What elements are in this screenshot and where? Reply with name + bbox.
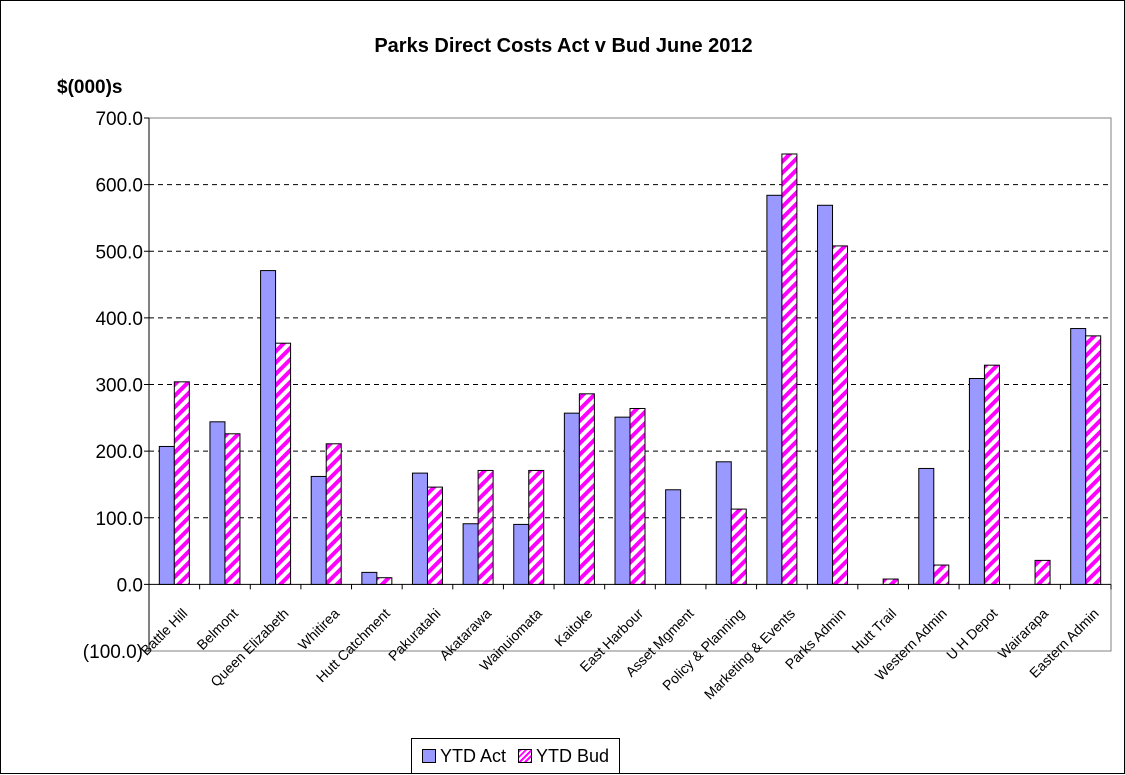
x-tick-label: U H Depot <box>943 605 1001 663</box>
legend-swatch-ytd-act <box>422 749 436 763</box>
bar-ytd-act <box>715 461 732 585</box>
legend-swatch-ytd-bud <box>518 749 533 763</box>
bar-ytd-act <box>158 445 175 585</box>
y-tick-label: (100.0) <box>83 642 143 663</box>
bar-ytd-act <box>411 472 428 585</box>
legend-label-ytd-act: YTD Act <box>440 745 507 766</box>
bar-ytd-bud <box>933 564 950 585</box>
bar-ytd-bud <box>578 393 595 585</box>
bar-ytd-bud <box>882 578 899 585</box>
bar-ytd-bud <box>629 407 646 585</box>
bar-ytd-bud <box>426 486 443 585</box>
y-tick-label: 200.0 <box>95 442 143 463</box>
bar-ytd-bud <box>832 245 849 585</box>
x-tick-label: Whitirea <box>295 605 343 653</box>
bar-ytd-act <box>766 194 783 585</box>
x-tick-label: Hutt Trail <box>848 605 899 656</box>
bar-ytd-act <box>513 523 530 585</box>
x-tick-label: Battle Hill <box>137 605 190 658</box>
bars <box>158 153 1102 585</box>
bar-ytd-bud <box>1034 559 1051 585</box>
bar-ytd-bud <box>983 364 1000 585</box>
bar-ytd-bud <box>730 508 747 585</box>
y-tick-label: 0.0 <box>117 575 143 596</box>
x-tick-label: Marketing & Events <box>701 605 798 702</box>
bar-ytd-act <box>817 204 834 585</box>
legend-item-ytd-bud: YTD Bud <box>518 746 609 767</box>
bar-ytd-bud <box>224 433 241 585</box>
bar-ytd-act <box>614 416 631 585</box>
x-tick-label: Belmont <box>193 605 241 653</box>
bar-ytd-act <box>563 412 580 585</box>
y-tick-label: 700.0 <box>95 109 143 130</box>
legend-label-ytd-bud: YTD Bud <box>536 745 610 766</box>
bar-ytd-act <box>968 378 985 585</box>
x-tick-label: Kaitoke <box>551 605 595 649</box>
bar-ytd-bud <box>477 469 494 585</box>
y-tick-label: 300.0 <box>95 376 143 397</box>
bar-ytd-act <box>260 270 277 585</box>
y-tick-label: 500.0 <box>95 242 143 263</box>
bar-ytd-act <box>209 421 226 585</box>
bar-ytd-act <box>665 489 682 585</box>
bar-ytd-bud <box>781 153 798 585</box>
bar-ytd-bud <box>275 342 292 585</box>
legend-item-ytd-act: YTD Act <box>422 746 506 767</box>
y-axis-label: $(000)s <box>57 77 123 98</box>
bar-ytd-act <box>310 475 327 585</box>
bar-ytd-bud <box>173 381 190 585</box>
bar-ytd-bud <box>528 469 545 585</box>
y-tick-label: 100.0 <box>95 509 143 530</box>
bar-ytd-bud <box>376 577 393 585</box>
legend: YTD Act YTD Bud <box>411 738 621 774</box>
bar-ytd-bud <box>1085 335 1102 585</box>
x-tick-label: Pakuratahi <box>385 605 444 664</box>
axes <box>144 117 1112 652</box>
bar-ytd-act <box>361 571 378 585</box>
y-tick-label: 400.0 <box>95 309 143 330</box>
y-tick-label: 600.0 <box>95 176 143 197</box>
bar-ytd-act <box>918 467 935 585</box>
bar-ytd-act <box>1070 328 1087 585</box>
bar-ytd-act <box>462 523 479 585</box>
bar-ytd-bud <box>325 443 342 585</box>
chart-title: Parks Direct Costs Act v Bud June 2012 <box>374 35 753 57</box>
